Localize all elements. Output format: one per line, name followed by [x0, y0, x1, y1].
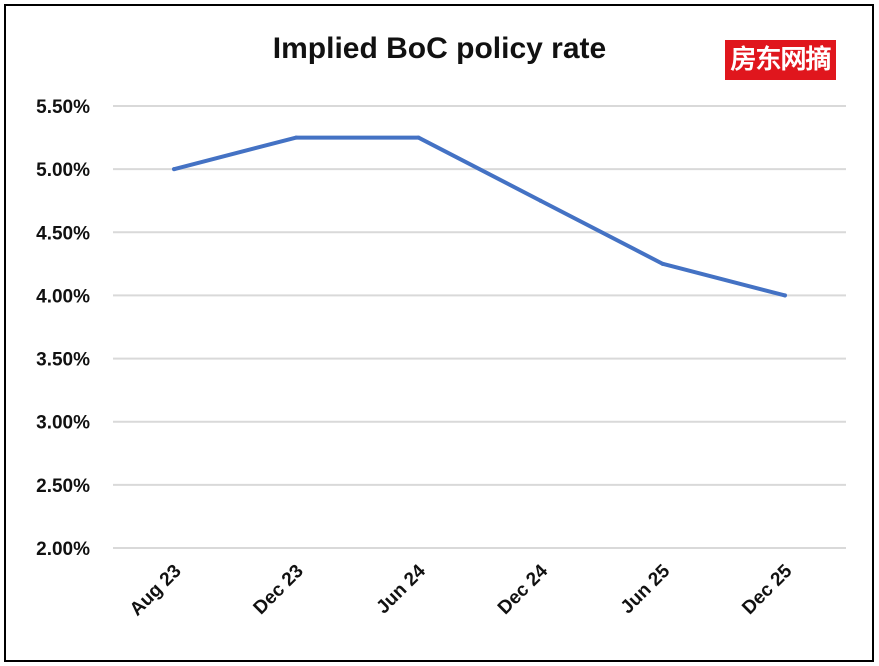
- y-tick-label: 3.50%: [36, 350, 90, 371]
- y-tick-label: 5.00%: [36, 160, 90, 181]
- y-tick-label: 2.50%: [36, 476, 90, 497]
- data-point: [538, 198, 543, 203]
- x-tick-label: Jun 25: [617, 560, 675, 618]
- data-point: [782, 293, 787, 298]
- y-tick-label: 5.50%: [36, 97, 90, 118]
- data-point: [416, 135, 421, 140]
- x-tick-label: Dec 25: [738, 560, 796, 618]
- y-tick-label: 3.00%: [36, 413, 90, 434]
- chart-title: Implied BoC policy rate: [272, 32, 607, 65]
- data-point: [660, 261, 665, 266]
- watermark-logo: 房东网摘: [725, 40, 836, 80]
- y-tick-label: 4.50%: [36, 223, 90, 244]
- series-line: [172, 135, 787, 298]
- data-point: [172, 167, 177, 172]
- y-tick-label: 4.00%: [36, 286, 90, 307]
- x-tick-label: Jun 24: [373, 560, 431, 618]
- x-tick-label: Dec 23: [250, 561, 308, 619]
- data-point: [294, 135, 299, 140]
- y-tick-label: 2.00%: [36, 539, 90, 560]
- x-tick-label: Aug 23: [126, 561, 186, 621]
- chart-frame: [4, 4, 874, 662]
- x-tick-label: Dec 24: [494, 560, 552, 618]
